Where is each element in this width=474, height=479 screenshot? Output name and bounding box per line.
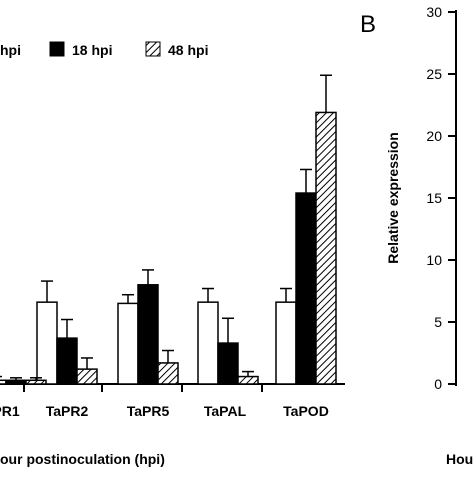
- bar-tapr1-18hpi: [5, 379, 27, 385]
- panel-a-bars: [0, 74, 337, 385]
- legend: hpi 18 hpi 48 hpi: [0, 41, 208, 58]
- legend-swatch-48hpi: [145, 41, 161, 57]
- y-tick-label-30: 30: [426, 4, 442, 20]
- bar-tapr5-18hpi: [137, 284, 159, 385]
- bar-tapr5-48hpi: [157, 362, 179, 385]
- category-label-tapr1: PR1: [0, 403, 20, 419]
- bar-tapal-hpi: [197, 301, 219, 385]
- category-label-tapr5: TaPR5: [127, 403, 170, 419]
- y-tick-label-25: 25: [426, 66, 442, 82]
- bar-tapr1-48hpi: [25, 379, 47, 385]
- legend-label-18hpi: 18 hpi: [72, 42, 112, 58]
- panel-b-y-ticks: 0 5 10 15 20 25 30: [426, 4, 456, 392]
- y-tick-label-0: 0: [434, 376, 442, 392]
- y-tick-label-5: 5: [434, 314, 442, 330]
- category-label-tapal: TaPAL: [204, 403, 247, 419]
- bar-tapr2-hpi: [36, 301, 58, 385]
- panel-a-x-axis-label: our postinoculation (hpi): [0, 451, 165, 467]
- bar-tapal-18hpi: [217, 342, 239, 385]
- bar-tapod-hpi: [275, 301, 297, 385]
- panel-a-category-labels: PR1 TaPR2 TaPR5 TaPAL TaPOD: [0, 403, 329, 419]
- category-label-tapr2: TaPR2: [46, 403, 89, 419]
- bar-tapr2-48hpi: [76, 368, 98, 385]
- bar-tapr1-hpi: [0, 379, 7, 385]
- panel-a-x-ticks: [23, 384, 263, 392]
- legend-label-48hpi: 48 hpi: [168, 42, 208, 58]
- panel-b-label: B: [360, 11, 376, 38]
- y-tick-label-10: 10: [426, 252, 442, 268]
- legend-label-hpi: hpi: [0, 42, 21, 58]
- bar-tapr5-hpi: [117, 302, 139, 385]
- y-tick-label-15: 15: [426, 190, 442, 206]
- bar-tapod-48hpi: [315, 111, 337, 385]
- bar-tapod-18hpi: [295, 192, 317, 385]
- bar-tapr2-18hpi: [56, 337, 78, 385]
- category-label-tapod: TaPOD: [283, 403, 329, 419]
- panel-a: PR1 TaPR2 TaPR5 TaPAL TaPOD hpi 18 hpi 48 hp…: [0, 41, 345, 467]
- legend-swatch-18hpi: [49, 41, 65, 57]
- panel-b: B 0 5 10 15 20 25 30 Relative expression Hou: [360, 4, 473, 467]
- panel-b-x-axis-label: Hou: [446, 451, 473, 467]
- y-tick-label-20: 20: [426, 128, 442, 144]
- panel-b-y-axis-label: Relative expression: [385, 132, 401, 264]
- bar-tapal-48hpi: [237, 375, 259, 385]
